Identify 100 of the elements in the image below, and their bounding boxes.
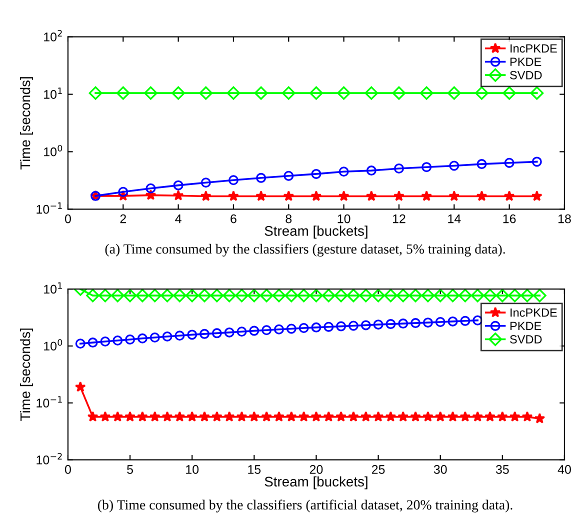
point (394, 190, 404, 201)
point (282, 86, 296, 100)
point (422, 162, 432, 172)
text: (b) Time consumed by the classifiers (artificial dataset, 20% training data). (98, 500, 512, 512)
y-axis-title: Time [seconds] (20, 77, 33, 170)
point (422, 318, 433, 328)
point (476, 159, 487, 170)
x-axis-title: Stream [buckets] (264, 226, 368, 239)
point (199, 411, 210, 422)
point (476, 190, 488, 201)
legend-label: PKDE (510, 322, 542, 330)
point (150, 332, 160, 343)
point (334, 289, 348, 302)
point (174, 411, 186, 422)
point (422, 411, 434, 422)
point (228, 190, 239, 201)
point (311, 322, 322, 332)
point (262, 325, 272, 336)
y-tick-label: 10$^{1}$ (44, 282, 62, 294)
point (446, 289, 460, 302)
point (348, 320, 358, 331)
point (224, 411, 235, 422)
y-tick-label: 10$^{−1}$ (36, 396, 62, 408)
point (496, 411, 508, 422)
point (198, 289, 212, 302)
x-tick-label: 10 (186, 465, 199, 474)
x-tick-label: 0 (64, 214, 71, 224)
point (146, 183, 156, 194)
point (298, 411, 310, 422)
point (187, 330, 198, 340)
point (236, 326, 247, 337)
point (110, 289, 124, 302)
point (100, 336, 110, 346)
point (136, 411, 148, 422)
point (199, 86, 213, 100)
x-tick-label: 16 (503, 214, 516, 224)
point (256, 190, 267, 201)
point (484, 411, 496, 422)
point (532, 289, 546, 302)
point (112, 411, 124, 422)
x-tick-label: 4 (175, 214, 182, 224)
point (148, 289, 162, 302)
point (346, 289, 360, 302)
point (200, 328, 210, 339)
point (254, 86, 268, 100)
point (392, 86, 406, 100)
point (373, 320, 384, 330)
point (384, 289, 398, 302)
point (337, 86, 351, 100)
point (88, 86, 102, 100)
point (531, 190, 542, 201)
point (248, 411, 260, 422)
point (460, 316, 470, 326)
point (124, 411, 136, 422)
point (149, 411, 160, 422)
point (222, 289, 236, 302)
point (261, 411, 272, 422)
point (458, 289, 472, 302)
point (212, 328, 222, 338)
point (172, 289, 186, 302)
point (360, 320, 371, 330)
point (137, 333, 148, 344)
point (298, 323, 309, 334)
point (173, 180, 184, 190)
y-axis-title: Time [seconds] (20, 328, 33, 421)
legend-label: SVDD (510, 70, 542, 80)
point (483, 289, 497, 302)
point (136, 289, 150, 302)
point (372, 411, 384, 422)
x-tick-label: 30 (434, 465, 447, 474)
y-tick-label: 10$^{0}$ (44, 339, 62, 351)
y-tick-label: 10$^{1}$ (44, 88, 62, 99)
point (236, 411, 248, 422)
point (162, 331, 172, 342)
point (87, 411, 98, 422)
point (260, 289, 274, 302)
point (162, 411, 173, 422)
point (284, 170, 294, 181)
point (472, 411, 484, 422)
point (98, 289, 112, 302)
point (366, 166, 376, 176)
point (532, 156, 542, 167)
point (274, 411, 284, 422)
point (284, 289, 298, 302)
point (247, 289, 261, 302)
point (534, 412, 546, 424)
point (472, 315, 483, 326)
x-tick-label: 8 (286, 214, 292, 224)
point (336, 321, 346, 332)
point (386, 319, 396, 330)
point (116, 86, 130, 100)
point (309, 86, 323, 100)
point (408, 289, 422, 302)
point (366, 190, 377, 201)
point (160, 289, 174, 302)
point (434, 289, 448, 302)
x-tick-label: 0 (64, 465, 71, 474)
y-tick-label: 10$^{0}$ (44, 144, 62, 156)
y-tick-label: 10$^{−1}$ (36, 202, 62, 214)
point (86, 289, 100, 302)
